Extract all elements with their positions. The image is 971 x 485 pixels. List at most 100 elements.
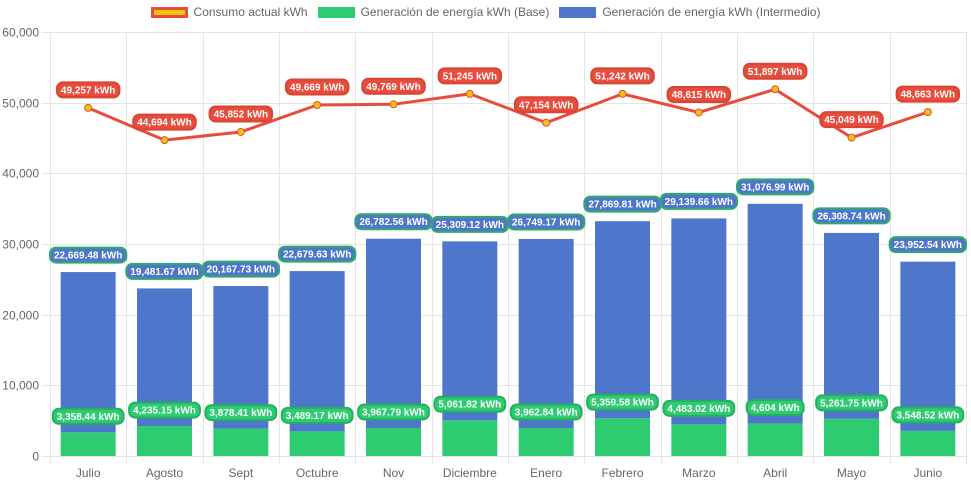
data-label-intermedio-text: 20,167.73 kWh (207, 265, 275, 276)
data-label-base: 4,604 kWh (745, 398, 805, 416)
data-label-base-text: 3,878.41 kWh (209, 408, 272, 419)
data-label-intermedio: 22,679.63 kWh (277, 245, 357, 263)
legend-swatch-intermedio (559, 6, 597, 18)
data-label-base-bg (815, 394, 888, 412)
data-label-base: 5,061.82 kWh (433, 395, 507, 413)
data-label-base: 3,358.44 kWh (51, 407, 125, 425)
legend-label-consumo: Consumo actual kWh (193, 5, 308, 19)
data-label-base-bg (433, 395, 507, 413)
data-label-intermedio-text: 19,481.67 kWh (130, 267, 198, 278)
data-label-base-bg (586, 393, 659, 411)
data-label-consumo: 47,154 kWh (513, 96, 579, 114)
data-label-base-text: 3,967.79 kWh (362, 407, 425, 418)
x-tick-label: Enero (530, 466, 562, 480)
x-tick-label: Febrero (601, 466, 643, 480)
data-label-consumo-bg (284, 78, 350, 96)
data-label-intermedio-bg (735, 178, 815, 196)
bar-intermedio (824, 232, 879, 419)
data-label-base-bg (891, 406, 965, 424)
data-label-base-text: 3,489.17 kWh (286, 411, 349, 422)
bar-intermedio (900, 261, 956, 431)
data-label-consumo: 49,669 kWh (284, 78, 350, 96)
data-label-consumo-bg (361, 77, 426, 95)
data-label-consumo: 48,615 kWh (666, 85, 732, 103)
data-label-consumo-text: 45,049 kWh (824, 115, 878, 126)
data-label-base-text: 3,548.52 kWh (896, 410, 959, 421)
legend-swatch-base (317, 6, 355, 18)
bar-base (213, 428, 269, 456)
point-consumo (160, 136, 169, 145)
data-label-intermedio-text: 26,308.74 kWh (817, 211, 885, 222)
x-tick-label: Junio (913, 466, 942, 480)
data-label-intermedio-text: 26,782.56 kWh (359, 217, 427, 228)
point-consumo (236, 127, 245, 136)
data-label-base: 3,967.79 kWh (357, 403, 430, 421)
data-label-consumo-bg (513, 96, 579, 114)
data-label-intermedio-text: 25,309.12 kWh (436, 220, 504, 231)
data-label-consumo-text: 48,663 kWh (901, 90, 955, 101)
data-label-consumo-bg (437, 67, 503, 85)
data-label-intermedio: 27,869.81 kWh (583, 195, 662, 213)
data-label-consumo-bg (819, 111, 884, 129)
data-label-base-text: 4,483.02 kWh (667, 404, 730, 415)
point-consumo (923, 108, 932, 117)
y-tick-label: 50,000 (2, 97, 39, 111)
point-consumo (771, 85, 780, 94)
bar-intermedio (60, 272, 116, 433)
bar-intermedio (366, 238, 421, 428)
x-tick-label: Abril (763, 466, 787, 480)
point-consumo (313, 101, 322, 110)
bar-intermedio (442, 241, 498, 421)
data-label-base: 4,483.02 kWh (662, 399, 736, 417)
data-label-intermedio: 22,669.48 kWh (48, 246, 128, 264)
y-tick-label: 20,000 (2, 309, 39, 323)
data-label-intermedio: 20,167.73 kWh (201, 260, 281, 278)
data-label-base-bg (509, 403, 583, 421)
bar-intermedio (671, 218, 727, 425)
data-label-base-bg (204, 404, 278, 422)
data-label-consumo: 44,694 kWh (132, 113, 197, 131)
data-label-consumo-bg (590, 67, 655, 85)
data-label-base-bg (51, 407, 125, 425)
data-label-consumo-bg (132, 113, 197, 131)
data-label-consumo-bg (208, 105, 274, 123)
bar-base (60, 432, 116, 456)
y-tick-label: 30,000 (2, 238, 39, 252)
data-label-base-bg (745, 398, 805, 416)
x-tick-label: Sept (228, 466, 253, 480)
legend-item-consumo[interactable]: Consumo actual kWh (150, 5, 308, 19)
data-label-base-bg (662, 399, 736, 417)
data-label-base-bg (128, 401, 201, 419)
data-label-consumo: 45,049 kWh (819, 111, 884, 129)
point-consumo (618, 89, 627, 98)
point-consumo (847, 133, 856, 142)
x-tick-label: Diciembre (443, 466, 497, 480)
data-label-consumo-bg (742, 62, 808, 80)
data-label-intermedio-text: 26,749.17 kWh (512, 217, 580, 228)
bar-base (595, 418, 650, 456)
data-label-base-text: 3,358.44 kWh (57, 412, 120, 423)
point-consumo (84, 103, 93, 112)
legend-item-intermedio[interactable]: Generación de energía kWh (Intermedio) (559, 5, 820, 19)
legend-item-base[interactable]: Generación de energía kWh (Base) (317, 5, 549, 19)
data-label-intermedio-text: 22,679.63 kWh (283, 250, 351, 261)
bar-base (137, 426, 192, 456)
bar-intermedio (747, 203, 803, 424)
data-label-intermedio-bg (506, 213, 586, 231)
data-label-intermedio: 31,076.99 kWh (735, 178, 815, 196)
data-label-consumo: 49,257 kWh (55, 81, 121, 99)
x-tick-label: Julio (76, 466, 101, 480)
data-label-consumo-text: 48,615 kWh (672, 90, 726, 101)
bar-intermedio (595, 221, 650, 419)
point-consumo (465, 89, 474, 98)
data-label-intermedio-bg (48, 246, 128, 264)
data-label-consumo: 49,769 kWh (361, 77, 426, 95)
legend-label-intermedio: Generación de energía kWh (Intermedio) (602, 5, 821, 19)
point-consumo (542, 118, 551, 127)
data-label-consumo-text: 49,669 kWh (290, 83, 344, 94)
data-label-intermedio-bg (659, 192, 739, 210)
data-label-intermedio: 25,309.12 kWh (430, 215, 510, 233)
data-label-base: 3,489.17 kWh (280, 406, 354, 424)
